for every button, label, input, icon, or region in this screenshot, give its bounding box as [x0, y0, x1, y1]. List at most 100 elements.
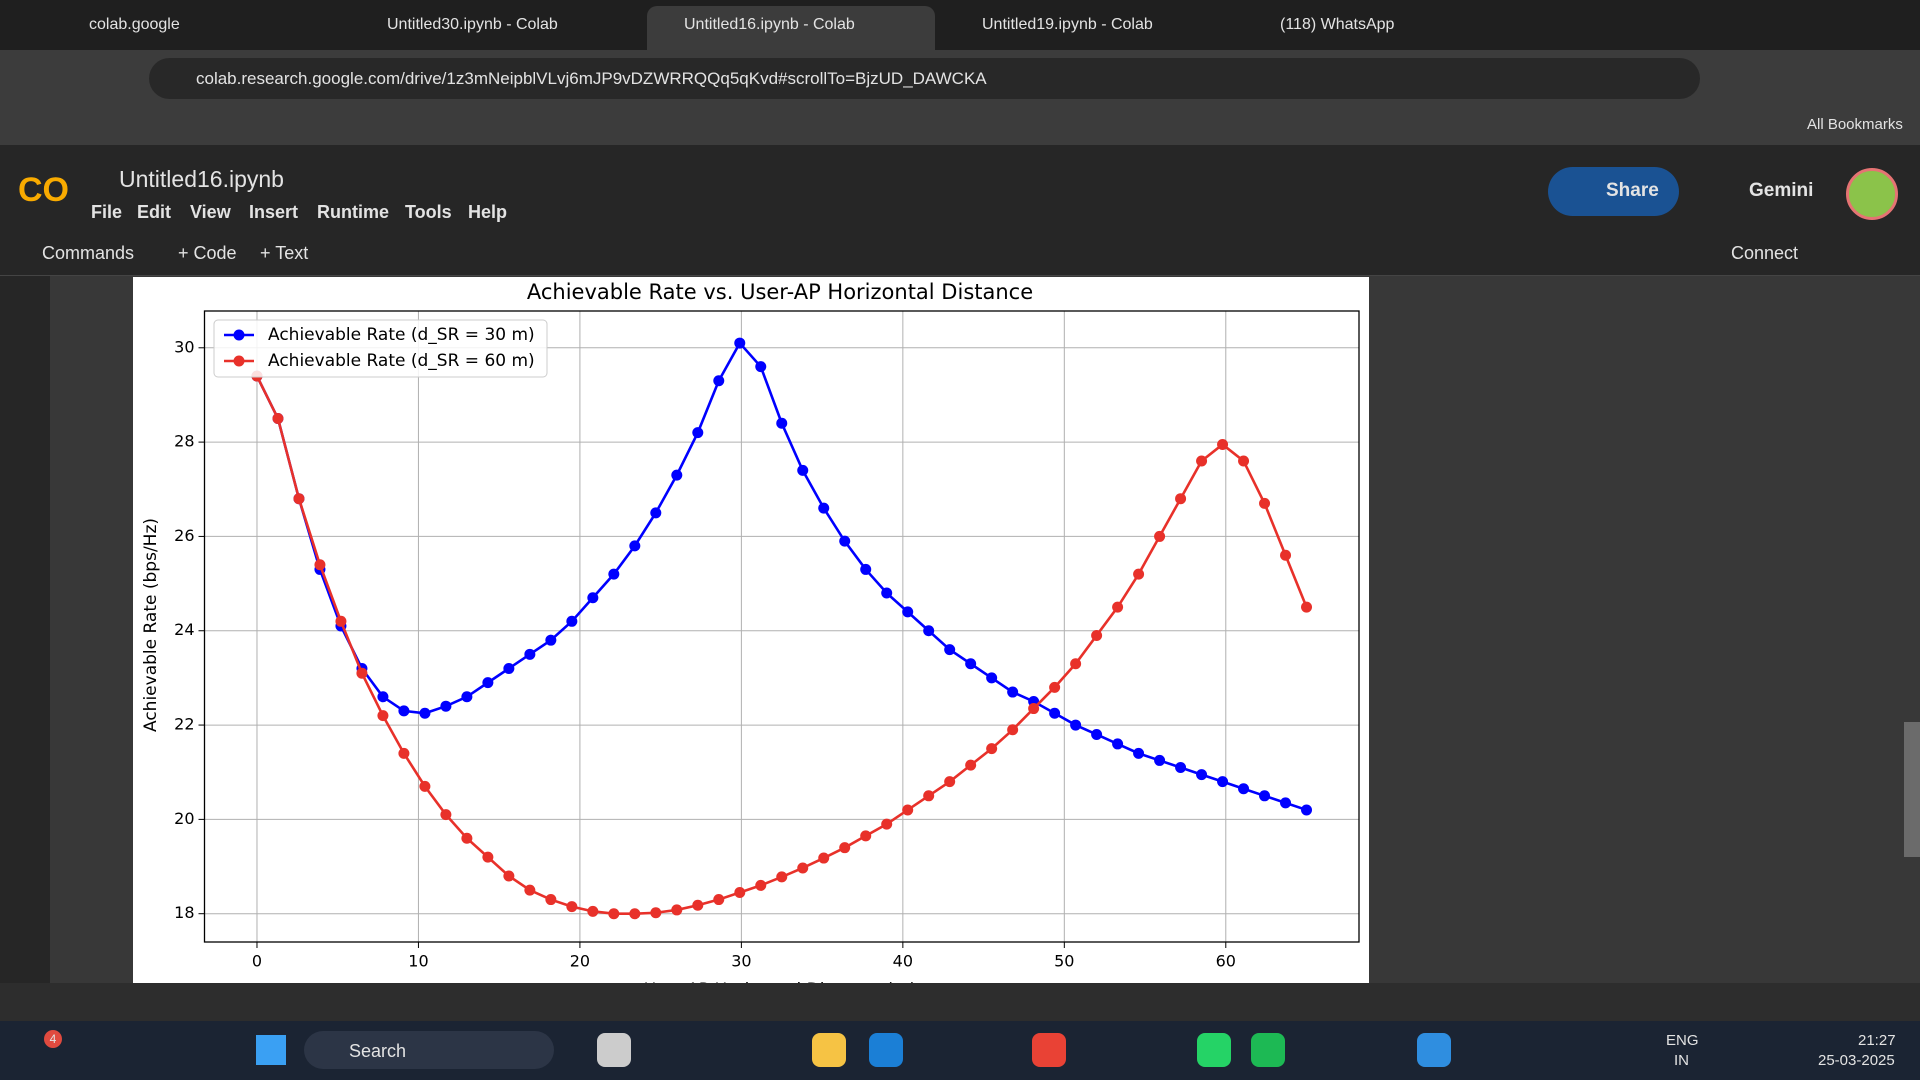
marker [1238, 455, 1250, 467]
series-line [255, 340, 1307, 812]
marker [461, 691, 473, 703]
gemini[interactable]: Gemini [1749, 180, 1814, 201]
scrollbar[interactable] [1904, 722, 1920, 857]
marker [1007, 724, 1019, 736]
marker [1154, 754, 1166, 766]
app-icon[interactable] [1417, 1033, 1451, 1067]
menu[interactable]: Help [468, 202, 508, 222]
app-icon[interactable] [1251, 1033, 1285, 1067]
address-bar[interactable] [149, 58, 1700, 99]
menu[interactable]: Insert [249, 202, 299, 222]
marker [545, 634, 557, 646]
x-axis-label: User-AP Horizontal Distance (m) [644, 980, 916, 983]
marker [692, 427, 704, 439]
app-icon[interactable] [869, 1033, 903, 1067]
marker [986, 672, 998, 684]
marker [692, 899, 704, 911]
url[interactable]: colab.research.google.com/drive/1z3mNeip… [196, 69, 987, 88]
marker [1196, 455, 1208, 467]
region[interactable]: IN [1674, 1052, 1689, 1069]
x-tick-label: 50 [1054, 952, 1074, 971]
time[interactable]: 21:27 [1858, 1032, 1896, 1049]
marker [566, 901, 578, 913]
marker [902, 804, 914, 816]
add-code[interactable]: + Code [178, 243, 237, 263]
chart: Achievable Rate vs. User-AP Horizontal D… [133, 277, 1369, 983]
marker [818, 502, 830, 514]
search-box[interactable] [304, 1031, 554, 1069]
x-tick-label: 10 [408, 952, 428, 971]
marker [1196, 769, 1208, 781]
tab[interactable]: Untitled16.ipynb - Colab [684, 16, 855, 33]
marker [419, 707, 431, 719]
tab[interactable]: (118) WhatsApp [1280, 16, 1395, 33]
y-tick-label: 28 [174, 432, 194, 451]
marker [587, 592, 599, 604]
lang[interactable]: ENG [1666, 1032, 1699, 1049]
marker [713, 894, 725, 906]
search[interactable]: Search [349, 1041, 407, 1061]
tab[interactable]: Untitled19.ipynb - Colab [982, 16, 1153, 33]
marker [650, 507, 662, 519]
marker [965, 759, 977, 771]
marker [629, 908, 641, 920]
x-tick-label: 40 [893, 952, 913, 971]
menu[interactable]: Edit [137, 202, 171, 222]
marker [776, 871, 788, 883]
legend-box [213, 319, 548, 378]
y-tick-label: 30 [174, 337, 194, 356]
marker [986, 743, 998, 755]
app-icon[interactable] [1197, 1033, 1231, 1067]
marker [902, 606, 914, 618]
x-tick-label: 60 [1216, 952, 1236, 971]
y-axis-label: Achievable Rate (bps/Hz) [141, 518, 161, 732]
connect[interactable]: Connect [1731, 243, 1799, 263]
sidebar [0, 276, 50, 983]
marker [881, 587, 893, 599]
marker [377, 691, 389, 703]
marker [713, 375, 725, 387]
app-icon[interactable] [812, 1033, 846, 1067]
app-icon[interactable] [1032, 1033, 1066, 1067]
marker [839, 842, 851, 854]
marker [482, 677, 494, 689]
marker [881, 818, 893, 830]
marker [650, 907, 662, 919]
notebook-name[interactable]: Untitled16.ipynb [119, 166, 284, 192]
tab[interactable]: Untitled30.ipynb - Colab [387, 16, 558, 33]
x-tick-label: 30 [731, 952, 751, 971]
marker [818, 852, 830, 864]
marker [608, 908, 620, 920]
marker [293, 493, 305, 505]
tab-active[interactable] [647, 6, 935, 50]
add-text[interactable]: + Text [260, 243, 309, 263]
avatar[interactable] [1846, 168, 1898, 220]
taskbar [0, 1021, 1920, 1080]
tab[interactable]: colab.google [89, 16, 180, 33]
marker [461, 832, 473, 844]
marker [503, 662, 515, 674]
date[interactable]: 25-03-2025 [1818, 1052, 1895, 1069]
marker [923, 625, 935, 637]
menu[interactable]: View [190, 202, 231, 222]
marker [1133, 568, 1145, 580]
menu[interactable]: Tools [405, 202, 452, 222]
marker [503, 870, 515, 882]
marker [1091, 728, 1103, 740]
commands[interactable]: Commands [42, 243, 135, 263]
legend-marker [233, 329, 245, 341]
menu[interactable]: File [91, 202, 123, 222]
marker [1112, 601, 1124, 613]
start[interactable] [256, 1035, 286, 1065]
share-button[interactable] [1548, 167, 1679, 216]
marker [1175, 762, 1187, 774]
bookmarks[interactable]: All Bookmarks [1807, 116, 1903, 133]
marker [1280, 549, 1292, 561]
menu[interactable]: Runtime [317, 202, 389, 222]
marker [608, 568, 620, 580]
share-label[interactable]: Share [1606, 180, 1659, 201]
marker [671, 904, 683, 916]
app-icon[interactable] [597, 1033, 631, 1067]
marker [944, 776, 956, 788]
